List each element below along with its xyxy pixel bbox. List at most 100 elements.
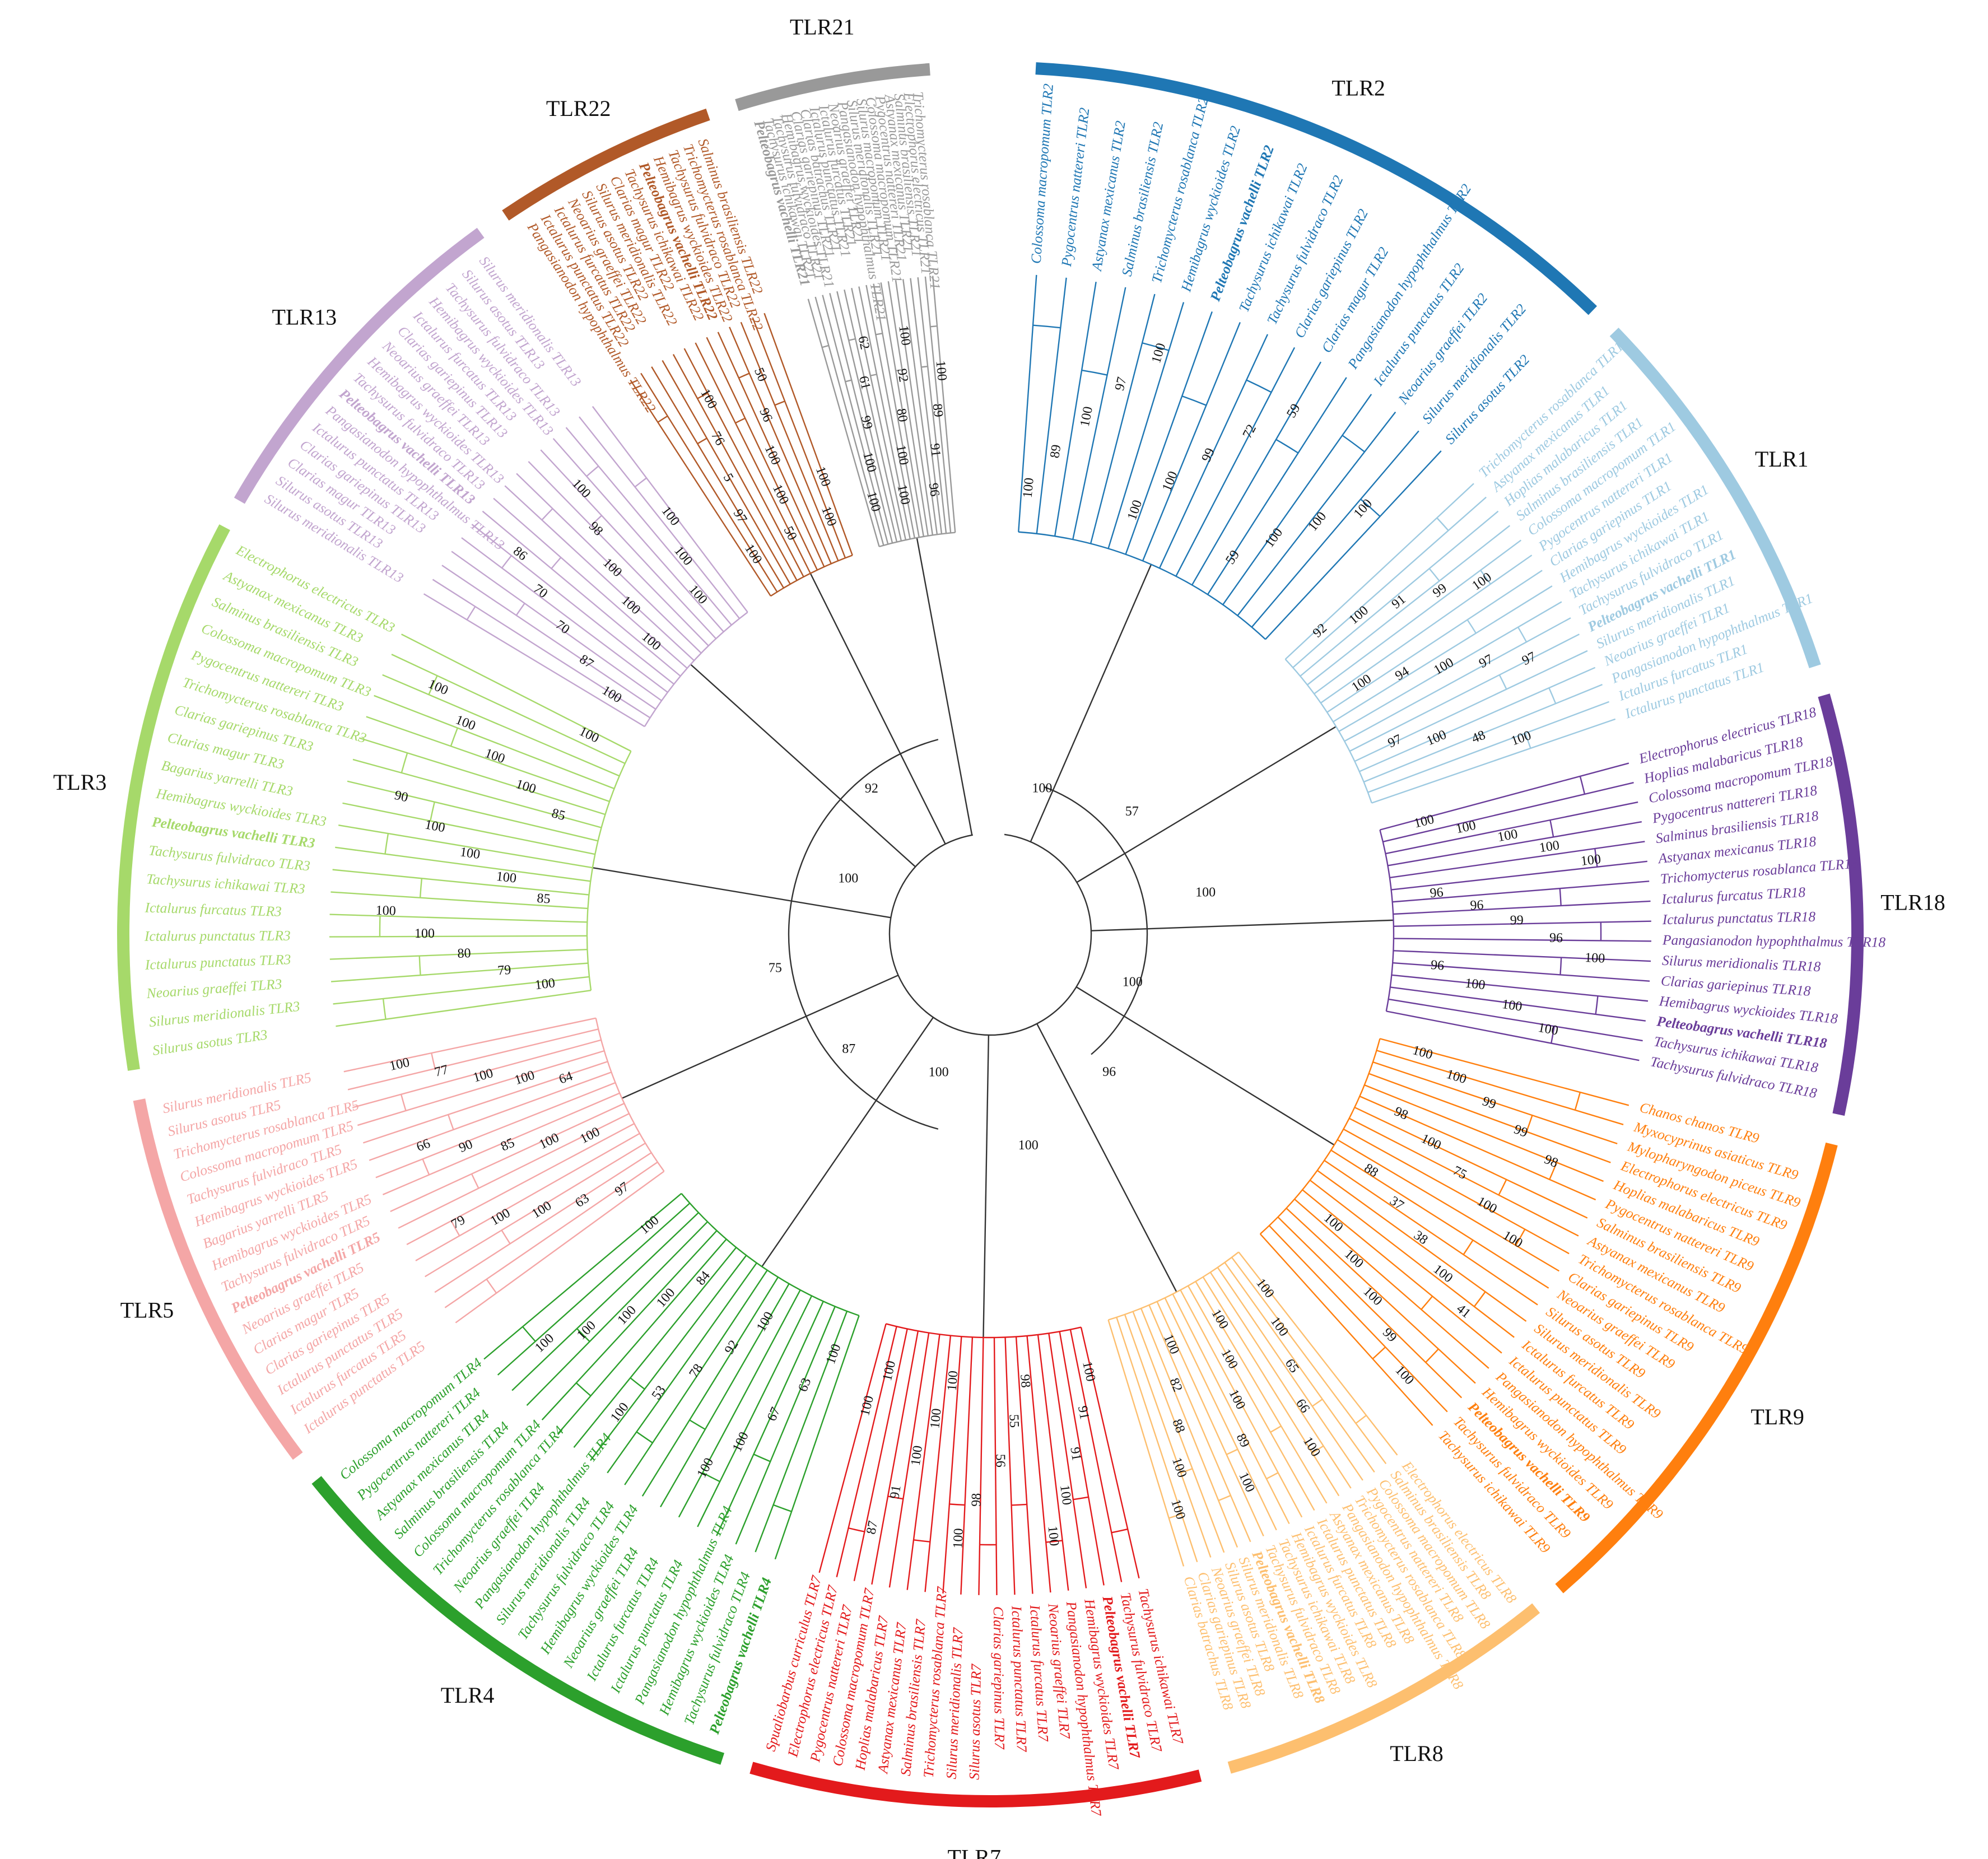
internal-node-arc	[471, 1173, 479, 1189]
support-value: 67	[765, 1405, 783, 1423]
leaf-branch	[807, 299, 880, 547]
clade-root-arc-tlr13	[644, 612, 748, 727]
clade-arc-tlr21	[735, 63, 930, 111]
support-value: 100	[1236, 1470, 1258, 1494]
clade-arc-tlr7	[749, 1762, 1202, 1807]
support-value: 100	[818, 504, 839, 528]
internal-node-arc	[1421, 1296, 1433, 1310]
leaf-label: Pangasianodon hypophthalmus TLR18	[1662, 931, 1886, 950]
leaf-branch	[526, 1221, 708, 1406]
leaf-branch	[1300, 510, 1499, 677]
internal-node-arc	[384, 833, 389, 854]
internal-node-arc	[1246, 379, 1272, 393]
clade-stem-tlr13	[690, 664, 916, 868]
support-value: 55	[1006, 1414, 1021, 1428]
leaf-label: Ictalurus furcatus TLR3	[144, 899, 282, 919]
clade-label-tlr2: TLR2	[1331, 76, 1385, 101]
internal-node-arc	[400, 1094, 407, 1111]
leaf-branch	[1326, 570, 1543, 713]
leaf-branch	[434, 1152, 652, 1293]
leaf-branch	[332, 869, 589, 896]
backbone-support-value: 87	[842, 1042, 855, 1056]
support-value: 56	[993, 1454, 1007, 1467]
leaf-branch	[1158, 334, 1269, 569]
leaf-branch	[1393, 962, 1650, 982]
leaf-branch	[1172, 1293, 1290, 1525]
leaf-branch	[1268, 1225, 1448, 1413]
backbone-support-value: 100	[1123, 975, 1143, 989]
leaf-branch	[1217, 1267, 1363, 1481]
internal-node-arc	[450, 728, 458, 747]
leaf-branch	[697, 1295, 813, 1527]
leaf-branch	[482, 510, 681, 677]
leaf-branch	[1090, 293, 1156, 544]
support-value: 100	[1413, 812, 1436, 831]
leaf-branch	[1388, 821, 1642, 866]
support-value: 100	[893, 444, 911, 466]
internal-node-arc	[949, 1503, 965, 1506]
leaf-branch	[1191, 361, 1322, 586]
leaf-label: Ictalurus punctatus TLR3	[144, 951, 291, 973]
support-value: 100	[880, 1359, 898, 1382]
internal-node-arc	[822, 344, 829, 348]
support-value: 5	[720, 471, 737, 484]
support-value: 63	[572, 1191, 592, 1210]
support-value: 100	[896, 324, 913, 346]
support-value: 100	[697, 386, 720, 411]
support-value: 85	[537, 891, 551, 907]
leaf-branch	[1004, 1337, 1016, 1595]
leaf-branch	[511, 1212, 699, 1391]
leaf-branch	[335, 846, 591, 882]
clade-arc-tlr8	[1227, 1603, 1540, 1774]
leaf-branch	[1054, 281, 1097, 537]
support-value: 96	[1549, 931, 1563, 945]
leaf-branch	[641, 1276, 779, 1497]
leaf-branch	[774, 1315, 860, 1560]
clade-root-arc-tlr9	[1259, 1038, 1381, 1234]
clade-arc-tlr5	[133, 1098, 303, 1460]
clade-stem-tlr4	[761, 1017, 934, 1268]
leaf-branch	[1037, 1334, 1069, 1591]
leaf-branch	[329, 914, 588, 923]
support-value: 100	[951, 1528, 966, 1549]
leaf-branch	[1324, 1159, 1538, 1306]
internal-node-arc	[845, 379, 852, 383]
support-value: 100	[742, 542, 765, 566]
leaf-branch	[1164, 1297, 1277, 1531]
support-value: 100	[933, 360, 949, 381]
leaf-label: Ictalurus punctatus TLR18	[1661, 908, 1815, 928]
support-value: 100	[1321, 1210, 1345, 1234]
leaf-branch	[1359, 667, 1596, 772]
leaf-branch	[735, 1306, 836, 1545]
leaf-branch	[1337, 1139, 1559, 1272]
leaf-branch	[829, 293, 893, 543]
internal-node-arc	[921, 365, 928, 368]
leaf-branch	[1209, 1271, 1352, 1489]
internal-node-arc	[1548, 687, 1557, 704]
leaf-branch	[1330, 1149, 1549, 1289]
support-value: 99	[1512, 1122, 1530, 1140]
support-value: 70	[553, 617, 572, 637]
clade-arc-tlr13	[234, 227, 485, 504]
clade-label-tlr5: TLR5	[120, 1297, 174, 1322]
leaf-branch	[1284, 483, 1474, 660]
internal-node-arc	[930, 325, 938, 328]
support-value: 100	[1445, 1067, 1468, 1087]
leaf-branch	[836, 1326, 897, 1577]
leaf-branch	[1349, 1117, 1579, 1237]
leaf-branch	[844, 289, 902, 542]
internal-node-arc	[1266, 1472, 1279, 1480]
leaf-branch	[851, 288, 907, 541]
leaf-label: Ictalurus punctatus TLR3	[144, 928, 291, 944]
leaf-branch	[329, 949, 588, 960]
leaf-branch	[1036, 277, 1067, 534]
leaf-branch	[1371, 718, 1616, 804]
leaf-branch	[540, 449, 717, 640]
leaf-branch	[1251, 430, 1419, 628]
support-value: 100	[1305, 509, 1329, 534]
leaf-label: Tachysurus ichikawai TLR3	[146, 870, 305, 897]
leaf-branch	[1294, 1198, 1489, 1369]
leaf-label: Silurus meridionalis TLR3	[148, 998, 301, 1030]
leaf-branch	[1380, 762, 1629, 831]
internal-node-arc	[848, 1527, 865, 1532]
